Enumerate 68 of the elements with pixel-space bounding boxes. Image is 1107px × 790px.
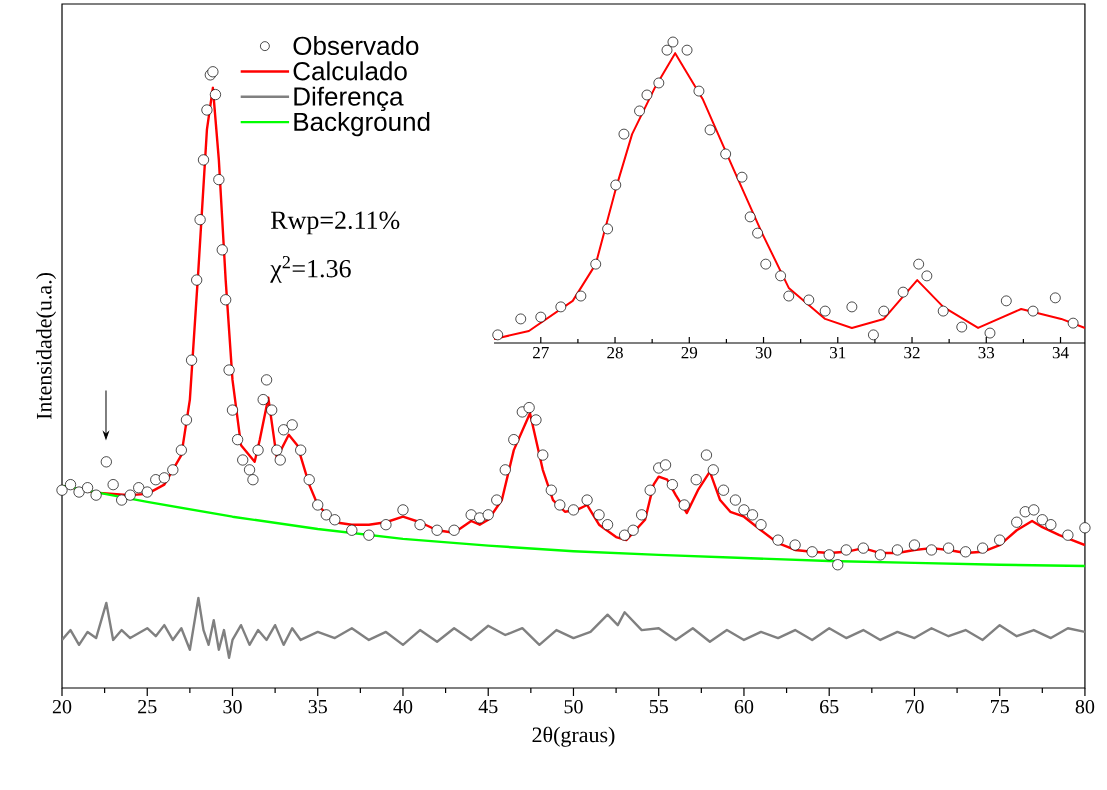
point	[783, 290, 795, 302]
x-tick-label: 30	[755, 346, 772, 359]
point	[667, 36, 679, 48]
legend-label: Diferença	[294, 86, 404, 111]
legend-label: Calculado	[293, 61, 407, 81]
x-tick-label: 27	[533, 346, 549, 359]
x-tick-label: 70	[905, 699, 924, 714]
point	[555, 301, 567, 313]
point	[819, 305, 831, 317]
point	[937, 305, 949, 317]
legend-label: Observado	[293, 35, 419, 56]
point	[913, 258, 925, 270]
point	[610, 179, 622, 191]
point	[846, 301, 858, 313]
point	[1067, 317, 1079, 329]
point	[803, 294, 815, 306]
x-tick-label: 80	[1075, 699, 1095, 714]
point	[618, 128, 630, 140]
x-tick-label: 45	[478, 699, 498, 714]
annotation: Rwp=2.11%	[271, 211, 400, 235]
point	[515, 313, 527, 325]
y-axis-title: Intensidade(u.a.)	[36, 273, 57, 420]
x-tick-label: 75	[991, 699, 1009, 714]
x-axis-title: 2θ(graus)	[532, 726, 615, 747]
point	[878, 305, 890, 317]
point	[661, 44, 673, 56]
point	[775, 270, 786, 282]
x-tick-label: 20	[52, 699, 72, 714]
point	[744, 211, 756, 223]
x-tick-label: 40	[393, 699, 413, 714]
annotation: χ$^{2}$=1.36	[270, 256, 351, 283]
point	[602, 223, 613, 235]
point	[590, 258, 602, 270]
point	[535, 311, 547, 323]
point	[641, 89, 653, 101]
point	[653, 77, 665, 89]
point	[1000, 295, 1012, 307]
x-tick-label: 60	[734, 699, 754, 714]
point	[921, 270, 933, 282]
point	[575, 290, 587, 302]
point	[752, 227, 763, 239]
point	[868, 329, 879, 341]
x-tick-label: 65	[820, 699, 839, 714]
point	[984, 327, 996, 339]
point	[1049, 292, 1061, 304]
x-tick-label: 29	[681, 346, 698, 359]
x-tick-label: 50	[564, 699, 583, 714]
x-tick-label: 33	[978, 346, 995, 359]
point	[681, 44, 693, 56]
x-tick-label: 31	[830, 346, 846, 359]
legend-label: Background	[294, 111, 430, 137]
x-tick-label: 35	[308, 699, 327, 714]
x-tick-label: 28	[607, 346, 623, 359]
point	[1027, 305, 1039, 317]
point	[693, 85, 705, 97]
x-tick-label: 34	[1052, 346, 1069, 359]
x-tick-label: 55	[649, 699, 668, 714]
point	[897, 286, 909, 298]
point	[704, 124, 716, 136]
x-tick-label: 30	[223, 699, 242, 714]
point	[760, 258, 772, 270]
x-tick-label: 25	[138, 699, 157, 714]
point	[956, 321, 968, 333]
x-tick-label: 32	[904, 346, 920, 359]
point	[634, 105, 645, 117]
point	[492, 329, 504, 341]
point	[720, 148, 732, 160]
point	[736, 171, 748, 183]
